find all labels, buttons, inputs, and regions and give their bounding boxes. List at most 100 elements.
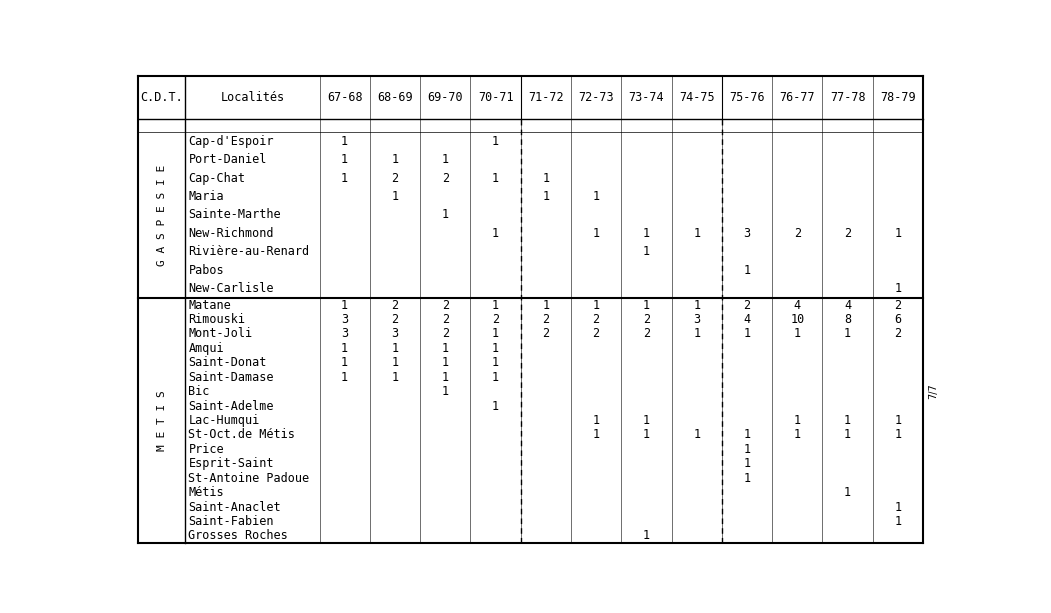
Text: 1: 1 <box>743 327 750 340</box>
Text: Pabos: Pabos <box>188 264 224 276</box>
Text: 1: 1 <box>794 327 801 340</box>
Text: 1: 1 <box>694 327 700 340</box>
Text: G A S P E S I E: G A S P E S I E <box>157 164 166 265</box>
Text: 4: 4 <box>743 313 750 326</box>
Text: St-Oct.de Métis: St-Oct.de Métis <box>188 428 295 441</box>
Text: 1: 1 <box>492 227 499 240</box>
Text: 2: 2 <box>441 299 449 311</box>
Text: 1: 1 <box>593 299 600 311</box>
Text: 1: 1 <box>844 327 851 340</box>
Text: Amqui: Amqui <box>188 342 224 355</box>
Text: Matane: Matane <box>188 299 231 311</box>
Text: M E T I S: M E T I S <box>157 390 166 451</box>
Text: 1: 1 <box>391 371 398 384</box>
Text: 1: 1 <box>492 135 499 148</box>
Text: 3: 3 <box>391 327 398 340</box>
Text: Lac-Humqui: Lac-Humqui <box>188 414 260 427</box>
Text: 1: 1 <box>492 342 499 355</box>
Text: 1: 1 <box>441 208 449 221</box>
Text: 1: 1 <box>593 414 600 427</box>
Text: 69-70: 69-70 <box>428 91 463 104</box>
Text: 7/7: 7/7 <box>928 383 937 399</box>
Text: 3: 3 <box>694 313 700 326</box>
Text: 1: 1 <box>441 342 449 355</box>
Text: Saint-Damase: Saint-Damase <box>188 371 274 384</box>
Text: 2: 2 <box>593 327 600 340</box>
Text: 2: 2 <box>643 313 650 326</box>
Text: Port-Daniel: Port-Daniel <box>188 153 267 166</box>
Text: 2: 2 <box>542 327 550 340</box>
Text: 2: 2 <box>844 227 851 240</box>
Text: Cap-d'Espoir: Cap-d'Espoir <box>188 135 274 148</box>
Text: 1: 1 <box>342 153 348 166</box>
Text: 2: 2 <box>391 299 398 311</box>
Text: 1: 1 <box>894 501 902 514</box>
Text: 6: 6 <box>894 313 902 326</box>
Text: 2: 2 <box>391 172 398 185</box>
Text: 1: 1 <box>743 264 750 276</box>
Text: Rivière-au-Renard: Rivière-au-Renard <box>188 245 309 258</box>
Text: 1: 1 <box>894 282 902 295</box>
Text: 10: 10 <box>790 313 804 326</box>
Text: 1: 1 <box>743 428 750 441</box>
Text: St-Antoine Padoue: St-Antoine Padoue <box>188 472 309 485</box>
Text: 1: 1 <box>593 190 600 203</box>
Text: 73-74: 73-74 <box>628 91 664 104</box>
Text: 74-75: 74-75 <box>679 91 715 104</box>
Text: 1: 1 <box>794 428 801 441</box>
Text: 1: 1 <box>894 414 902 427</box>
Text: 2: 2 <box>542 313 550 326</box>
Text: 2: 2 <box>643 327 650 340</box>
Text: 1: 1 <box>441 153 449 166</box>
Text: Price: Price <box>188 443 224 456</box>
Text: 1: 1 <box>743 443 750 456</box>
Text: 71-72: 71-72 <box>528 91 563 104</box>
Text: 1: 1 <box>643 299 650 311</box>
Text: 1: 1 <box>542 172 550 185</box>
Text: 2: 2 <box>391 313 398 326</box>
Text: 1: 1 <box>492 356 499 369</box>
Text: 1: 1 <box>492 327 499 340</box>
Text: Sainte-Marthe: Sainte-Marthe <box>188 208 281 221</box>
Text: 2: 2 <box>441 327 449 340</box>
Text: 78-79: 78-79 <box>880 91 915 104</box>
Text: 1: 1 <box>643 227 650 240</box>
Text: Localités: Localités <box>221 91 285 104</box>
Text: Maria: Maria <box>188 190 224 203</box>
Text: 2: 2 <box>894 299 902 311</box>
Text: 3: 3 <box>743 227 750 240</box>
Text: 1: 1 <box>342 172 348 185</box>
Text: New-Richmond: New-Richmond <box>188 227 274 240</box>
Text: Grosses Roches: Grosses Roches <box>188 530 288 543</box>
Text: New-Carlisle: New-Carlisle <box>188 282 274 295</box>
Text: 1: 1 <box>492 172 499 185</box>
Text: 75-76: 75-76 <box>729 91 765 104</box>
Text: 76-77: 76-77 <box>780 91 816 104</box>
Text: 2: 2 <box>894 327 902 340</box>
Text: Métis: Métis <box>188 486 224 499</box>
Text: 1: 1 <box>844 486 851 499</box>
Text: Cap-Chat: Cap-Chat <box>188 172 245 185</box>
Text: 3: 3 <box>342 313 348 326</box>
Text: 1: 1 <box>542 190 550 203</box>
Text: 4: 4 <box>844 299 851 311</box>
Text: 1: 1 <box>694 428 700 441</box>
Text: 3: 3 <box>342 327 348 340</box>
Text: 1: 1 <box>441 371 449 384</box>
Text: 2: 2 <box>441 172 449 185</box>
Text: 77-78: 77-78 <box>830 91 865 104</box>
Text: 1: 1 <box>743 457 750 470</box>
Text: 1: 1 <box>593 227 600 240</box>
Text: 2: 2 <box>794 227 801 240</box>
Text: 1: 1 <box>844 414 851 427</box>
Text: 70-71: 70-71 <box>478 91 513 104</box>
Text: Saint-Adelme: Saint-Adelme <box>188 400 274 413</box>
Text: 1: 1 <box>441 356 449 369</box>
Text: 1: 1 <box>342 356 348 369</box>
Text: C.D.T.: C.D.T. <box>140 91 183 104</box>
Text: 1: 1 <box>844 428 851 441</box>
Text: 1: 1 <box>643 414 650 427</box>
Text: 1: 1 <box>391 356 398 369</box>
Text: 1: 1 <box>391 190 398 203</box>
Text: 2: 2 <box>441 313 449 326</box>
